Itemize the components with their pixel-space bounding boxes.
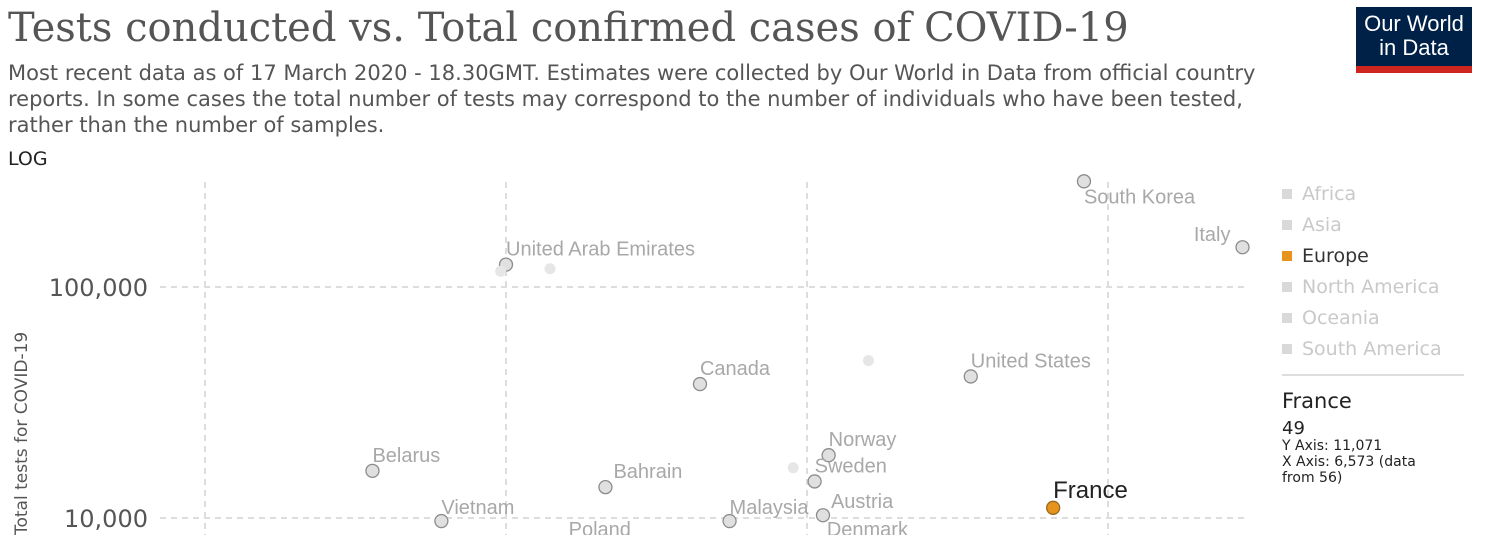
legend-item-europe[interactable]: Europe (1282, 240, 1464, 271)
legend-swatch (1282, 250, 1292, 261)
legend-label: South America (1302, 337, 1442, 360)
tooltip-entity: France (1282, 389, 1352, 413)
data-point-france[interactable] (1045, 500, 1061, 515)
point-label: Norway (829, 429, 897, 451)
owid-logo[interactable]: Our World in Data (1356, 7, 1472, 73)
data-point-united-states[interactable] (963, 369, 978, 384)
y-axis-label: Total tests for COVID-19 (12, 332, 32, 535)
point-label: Austria (831, 491, 894, 513)
point-labels: South Korea Italy United Arab Emirates Cana… (372, 186, 1230, 535)
legend-swatch (1282, 343, 1292, 354)
data-point-canada[interactable] (692, 376, 708, 392)
legend-label: Asia (1302, 213, 1342, 236)
chart-title: Tests conducted vs. Total confirmed case… (8, 5, 1129, 51)
logo-line-1: Our World (1364, 11, 1464, 36)
point-label: Italy (1194, 224, 1231, 246)
point-label: Vietnam (441, 497, 514, 519)
point-label: Poland (569, 519, 631, 535)
legend-item-africa[interactable]: Africa (1282, 178, 1464, 209)
point-label: United Arab Emirates (506, 239, 695, 261)
legend-item-asia[interactable]: Asia (1282, 209, 1464, 240)
legend-swatch (1282, 281, 1292, 292)
point-label: United States (971, 350, 1091, 372)
data-points (365, 174, 1250, 529)
tooltip-x-source: from 56) (1282, 470, 1343, 486)
data-point-unlabeled[interactable] (495, 265, 507, 277)
legend-item-oceania[interactable]: Oceania (1282, 302, 1464, 333)
log-scale-toggle[interactable]: LOG (8, 148, 48, 170)
data-point-austria[interactable] (815, 508, 831, 523)
point-label: France (1053, 477, 1128, 504)
point-label: Malaysia (730, 497, 810, 519)
data-point-vietnam[interactable] (434, 513, 449, 529)
y-tick-labels: 10,000 100,000 (49, 274, 148, 533)
y-tick-label: 100,000 (49, 274, 148, 302)
data-point-malaysia[interactable] (722, 513, 737, 529)
y-tick-label: 10,000 (64, 505, 148, 533)
legend-label: Oceania (1302, 306, 1380, 329)
data-point-italy[interactable] (1235, 240, 1250, 255)
point-label: Belarus (372, 445, 440, 467)
point-label: Denmark (827, 519, 909, 535)
legend: Africa Asia Europe North America Oceania Sout… (1282, 178, 1464, 486)
gridlines (160, 182, 1245, 535)
legend-swatch (1282, 219, 1292, 230)
data-point-belarus[interactable] (365, 463, 380, 478)
legend-item-south-america[interactable]: South America (1282, 333, 1464, 364)
data-point-unlabeled[interactable] (862, 355, 874, 367)
data-point-unlabeled[interactable] (787, 462, 799, 474)
chart-subtitle: Most recent data as of 17 March 2020 - 1… (8, 61, 1256, 137)
legend-swatch (1282, 312, 1292, 323)
point-label: Bahrain (613, 461, 682, 483)
point-label: Sweden (815, 455, 887, 477)
legend-label: Africa (1302, 182, 1357, 205)
logo-line-2: in Data (1379, 35, 1449, 60)
legend-swatch (1282, 188, 1292, 199)
tooltip-y-value: Y Axis: 11,071 (1282, 438, 1383, 454)
tooltip-size-value: 49 (1282, 418, 1305, 439)
point-label: South Korea (1084, 186, 1196, 208)
point-label: Canada (700, 358, 771, 380)
legend-item-north-america[interactable]: North America (1282, 271, 1464, 302)
legend-label: Europe (1302, 244, 1369, 267)
hover-tooltip: France 49 Y Axis: 11,071 X Axis: 6,573 (… (1282, 388, 1464, 486)
data-point-bahrain[interactable] (598, 480, 613, 495)
data-point-unlabeled[interactable] (544, 263, 556, 275)
data-point-south-korea[interactable] (1076, 174, 1092, 189)
legend-label: North America (1302, 275, 1440, 298)
data-point-norway[interactable] (821, 448, 836, 463)
tooltip-x-value: X Axis: 6,573 (data (1282, 454, 1416, 470)
data-point-sweden[interactable] (807, 474, 822, 489)
legend-divider (1282, 374, 1464, 376)
